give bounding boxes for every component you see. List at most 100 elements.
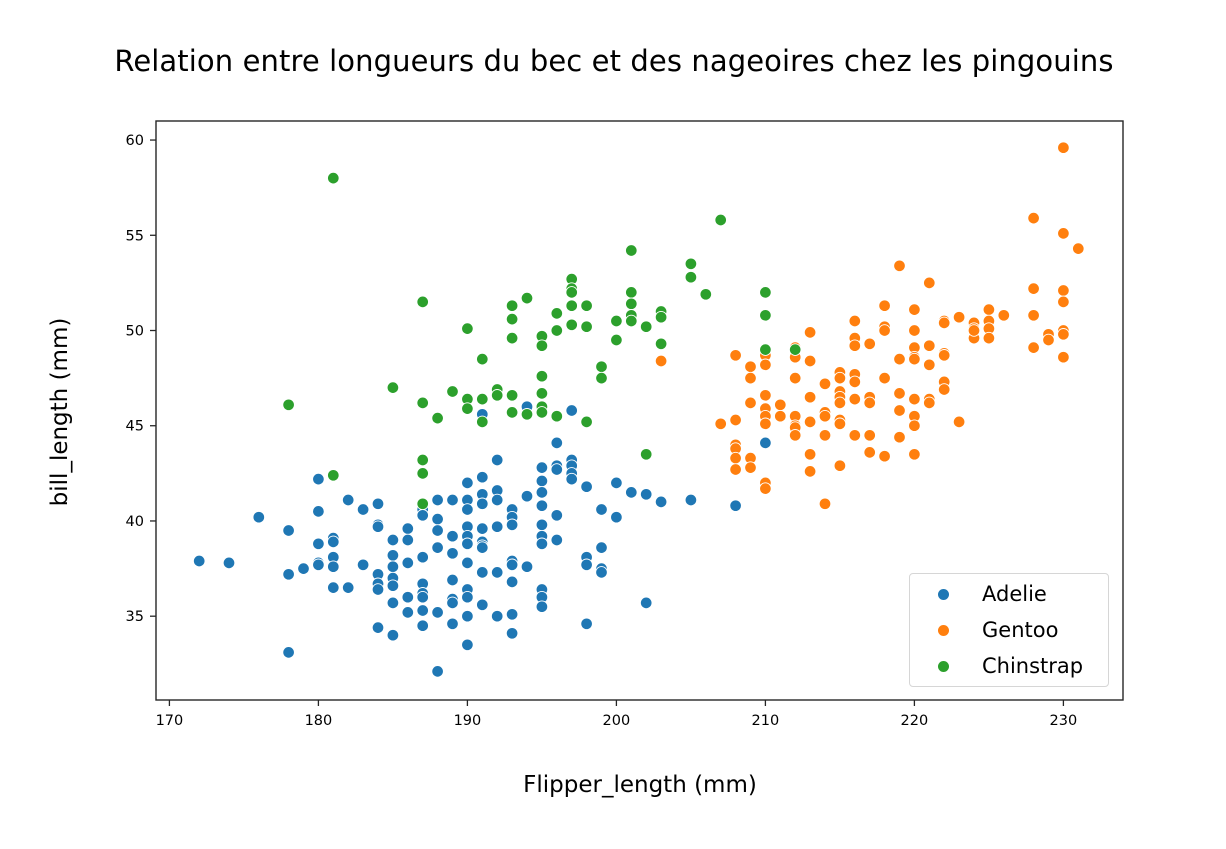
data-point: [535, 600, 549, 613]
data-point: [848, 314, 862, 328]
y-tick-label: 60: [126, 133, 144, 149]
data-point: [550, 307, 564, 320]
data-point: [759, 389, 772, 402]
data-point: [774, 409, 787, 423]
circle-marker-icon: [938, 624, 949, 636]
data-point: [505, 389, 519, 402]
data-point: [371, 497, 385, 511]
data-point: [431, 411, 444, 425]
data-point: [654, 337, 668, 351]
data-point: [520, 408, 534, 421]
data-points: [192, 141, 1085, 678]
data-point: [1027, 309, 1040, 322]
data-point: [1057, 227, 1070, 240]
data-point: [595, 503, 608, 516]
data-point: [550, 436, 564, 450]
data-point: [520, 291, 534, 305]
data-point: [416, 590, 429, 604]
data-point: [893, 430, 906, 444]
data-point: [490, 493, 504, 507]
data-point: [505, 331, 519, 345]
data-point: [356, 558, 370, 572]
data-point: [759, 436, 772, 450]
data-point: [759, 343, 772, 356]
data-point: [461, 537, 474, 551]
y-tick-label: 40: [126, 514, 144, 530]
data-point: [848, 392, 862, 406]
data-point: [282, 646, 295, 659]
data-point: [625, 486, 638, 499]
data-point: [580, 617, 593, 631]
data-point: [476, 352, 489, 366]
data-point: [446, 617, 459, 631]
data-point: [535, 537, 549, 551]
data-point: [803, 465, 817, 478]
data-point: [1057, 284, 1070, 297]
data-point: [610, 510, 623, 524]
data-point: [401, 556, 415, 570]
data-point: [1027, 282, 1040, 295]
data-point: [505, 575, 519, 589]
data-point: [535, 461, 549, 474]
x-tick-label: 170: [156, 713, 184, 729]
data-point: [327, 171, 340, 185]
x-axis-label: Flipper_length (mm): [523, 772, 757, 798]
data-point: [937, 383, 951, 396]
data-point: [550, 509, 564, 522]
data-point: [386, 579, 400, 592]
data-point: [893, 352, 906, 366]
data-point: [639, 488, 653, 501]
data-point: [505, 406, 519, 419]
data-point: [803, 448, 817, 461]
data-point: [490, 609, 504, 623]
data-point: [714, 417, 727, 431]
data-point: [654, 495, 668, 509]
data-point: [505, 299, 519, 312]
data-point: [461, 556, 474, 570]
data-point: [222, 556, 236, 570]
y-tick-label: 35: [126, 609, 144, 625]
data-point: [878, 299, 891, 312]
y-tick-label: 55: [126, 228, 144, 244]
data-point: [967, 324, 981, 337]
data-point: [788, 371, 802, 385]
data-point: [818, 377, 832, 391]
y-tick-label: 45: [126, 419, 144, 435]
data-point: [595, 541, 608, 554]
data-point: [505, 312, 519, 326]
data-point: [833, 396, 847, 410]
data-point: [535, 499, 549, 512]
data-point: [341, 581, 355, 594]
data-point: [505, 627, 519, 640]
data-point: [803, 415, 817, 429]
data-point: [625, 297, 638, 311]
data-point: [580, 480, 593, 493]
legend-item-gentoo: Gentoo: [910, 612, 1058, 648]
x-tick-label: 220: [901, 713, 929, 729]
data-point: [908, 419, 921, 432]
data-point: [610, 333, 623, 347]
data-point: [535, 486, 549, 499]
data-point: [774, 398, 787, 412]
data-point: [386, 549, 400, 562]
data-point: [759, 286, 772, 299]
data-point: [446, 385, 459, 398]
data-point: [908, 448, 921, 461]
data-point: [848, 375, 862, 389]
data-point: [386, 381, 400, 394]
axes-frame: [155, 120, 1124, 701]
data-point: [461, 638, 474, 652]
chart-title: Relation entre longueurs du bec et des n…: [114, 44, 1114, 78]
data-point: [952, 310, 966, 324]
data-point: [1057, 350, 1070, 364]
data-point: [744, 461, 757, 474]
data-point: [431, 541, 444, 554]
data-point: [401, 533, 415, 547]
data-point: [595, 566, 608, 579]
data-point: [908, 324, 921, 337]
data-point: [535, 406, 549, 419]
data-point: [878, 324, 891, 337]
data-point: [982, 331, 996, 345]
y-axis-ticks: 35 40 45 50 55 60: [126, 133, 156, 625]
data-point: [923, 396, 936, 410]
